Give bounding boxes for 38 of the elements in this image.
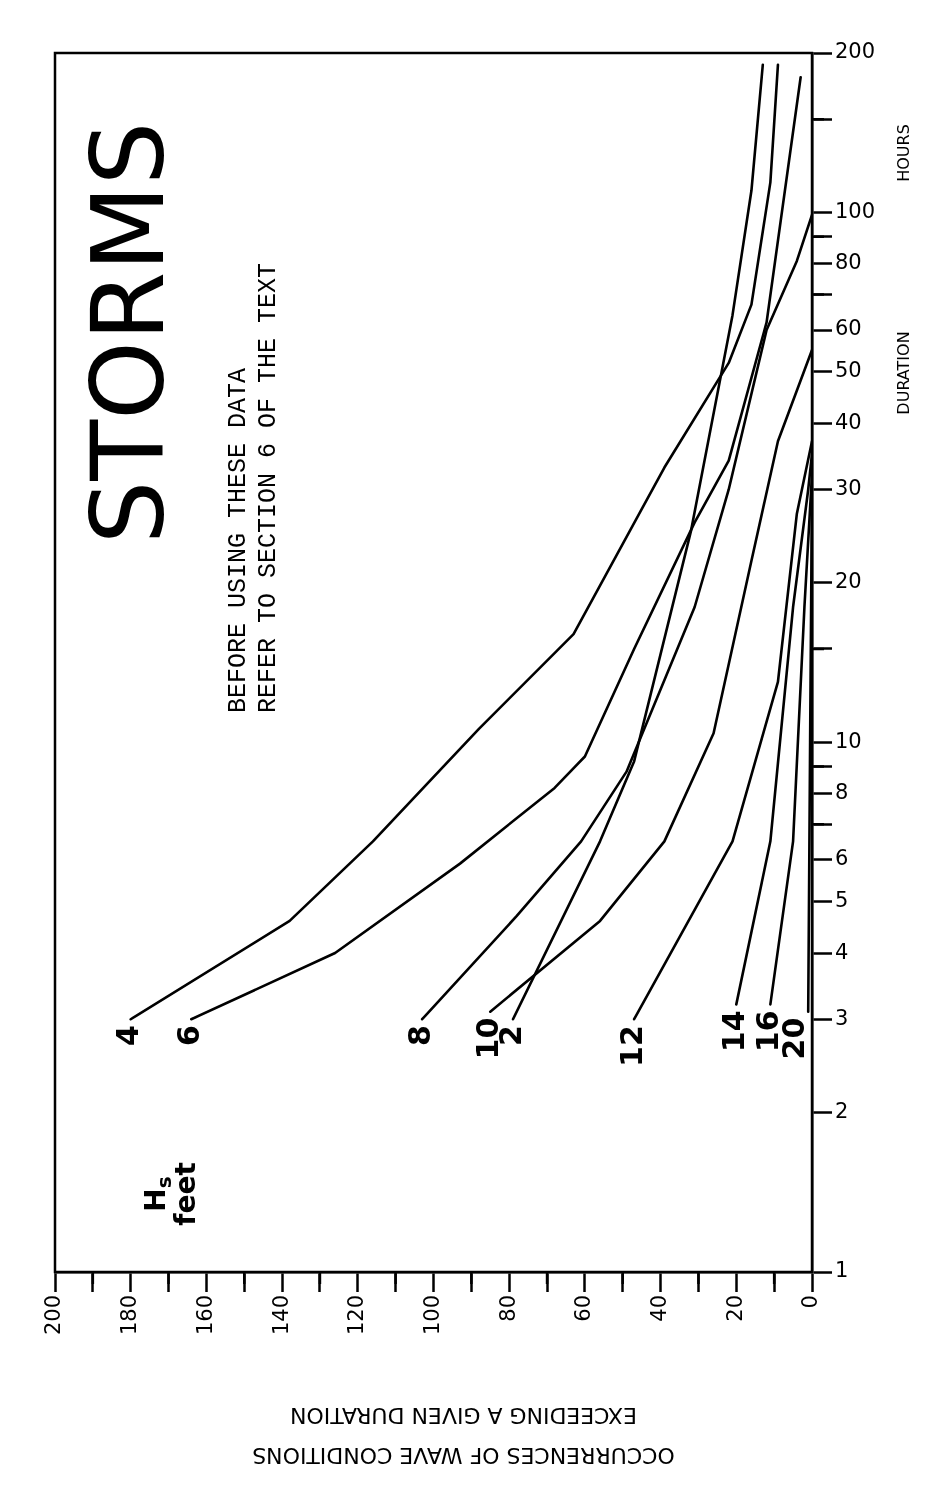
x-tick-label: 160 (192, 1295, 217, 1336)
y-tick-label: 8 (835, 780, 849, 805)
x-tick-label: 20 (722, 1295, 747, 1322)
y-tick-label: 10 (835, 728, 862, 753)
x-axis-title: OCCURRENCES OF WAVE CONDITIONS EXCEEDING A GIVEN DURATION (252, 1403, 675, 1469)
y-tick-label: 200 (835, 39, 876, 64)
y-tick-label: 50 (835, 358, 862, 383)
text: 12 (613, 1025, 649, 1067)
text: 8 (401, 1025, 437, 1047)
y-tick-label: 100 (835, 198, 876, 223)
y-tick-label: 3 (835, 1005, 849, 1030)
annotation: REFER TO SECTION 6 OF THE TEXT (253, 262, 283, 713)
x-tick-label: 80 (495, 1295, 520, 1322)
legend-label: 14 (716, 1010, 752, 1053)
y-tick-label: 1 (835, 1258, 849, 1283)
y-tick-label: 30 (835, 475, 862, 500)
x-tick-label: 40 (647, 1295, 672, 1322)
x-tick-label: 100 (419, 1295, 444, 1336)
text: 6 (171, 1025, 207, 1047)
text: 4 (110, 1025, 146, 1047)
y-axis-title: DURATION (894, 331, 914, 415)
y-tick-label: 4 (835, 939, 849, 964)
y-tick-label: 5 (835, 888, 849, 913)
annotation: BEFORE USING THESE DATA (223, 367, 253, 713)
y-tick-label: 80 (835, 250, 862, 275)
x-tick-label: 200 (41, 1295, 66, 1336)
text: HOURS (894, 124, 914, 182)
y-tick-label: 6 (835, 846, 849, 871)
text: STORMS (69, 121, 187, 545)
x-tick-label: 140 (268, 1295, 293, 1336)
y-tick-label: 40 (835, 409, 862, 434)
x-tick-label: 180 (117, 1295, 142, 1336)
x-tick-label: 120 (344, 1295, 369, 1336)
y-tick-label: 2 (835, 1098, 849, 1123)
x-tick-label: 60 (571, 1295, 596, 1322)
x-tick-label: 0 (798, 1295, 823, 1309)
y-tick-label: 60 (835, 316, 862, 341)
y-tick-label: 20 (835, 569, 862, 594)
